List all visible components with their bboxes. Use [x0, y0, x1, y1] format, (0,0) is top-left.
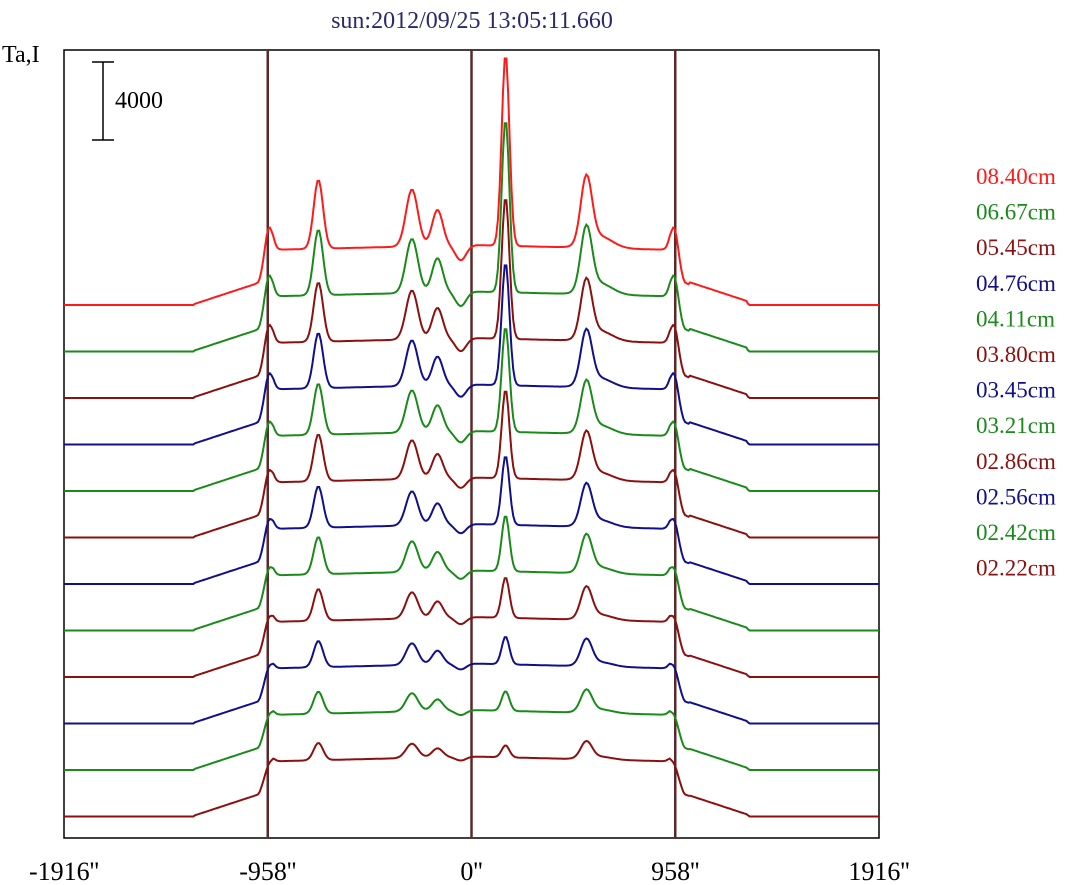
scale-bar: 4000 — [92, 61, 163, 141]
legend-label: 03.45cm — [976, 378, 1056, 403]
series-line — [64, 390, 879, 539]
series-line — [64, 688, 879, 771]
x-tick-label: 0'' — [460, 857, 482, 885]
scale-bar-label: 4000 — [115, 88, 163, 114]
x-tick-label: -1916'' — [29, 857, 99, 885]
series-line — [64, 636, 879, 725]
series-line — [64, 739, 879, 818]
legend-label: 02.56cm — [976, 484, 1056, 509]
chart-title: sun:2012/09/25 13:05:11.660 — [331, 8, 613, 34]
x-tick-label: -958'' — [239, 857, 296, 885]
x-tick-labels: -1916'' -958'' 0'' 958'' 1916'' — [29, 857, 910, 885]
legend-label: 02.86cm — [976, 449, 1056, 474]
series-line — [64, 515, 879, 632]
legend-label: 08.40cm — [976, 164, 1056, 189]
vertical-reference-lines — [266, 50, 677, 838]
legend-label: 03.80cm — [976, 342, 1056, 367]
series-line — [64, 577, 879, 678]
series-line — [64, 328, 879, 492]
series-line — [64, 122, 879, 353]
legend-label: 05.45cm — [976, 235, 1056, 260]
legend-label: 04.76cm — [976, 271, 1056, 296]
series-line — [64, 264, 879, 446]
series-line — [64, 199, 879, 399]
series-line — [64, 456, 879, 585]
legend-label: 02.22cm — [976, 556, 1056, 581]
legend-label: 03.21cm — [976, 413, 1056, 438]
series-lines — [64, 57, 879, 818]
series-line — [64, 57, 879, 306]
legend-label: 06.67cm — [976, 200, 1056, 225]
legend: 08.40cm 06.67cm 05.45cm 04.76cm 04.11cm 03.80… — [976, 164, 1056, 581]
legend-label: 02.42cm — [976, 520, 1056, 545]
x-tick-label: 958'' — [651, 857, 699, 885]
x-tick-label: 1916'' — [848, 857, 909, 885]
y-axis-label: Ta,I — [2, 42, 40, 68]
legend-label: 04.11cm — [976, 306, 1055, 331]
